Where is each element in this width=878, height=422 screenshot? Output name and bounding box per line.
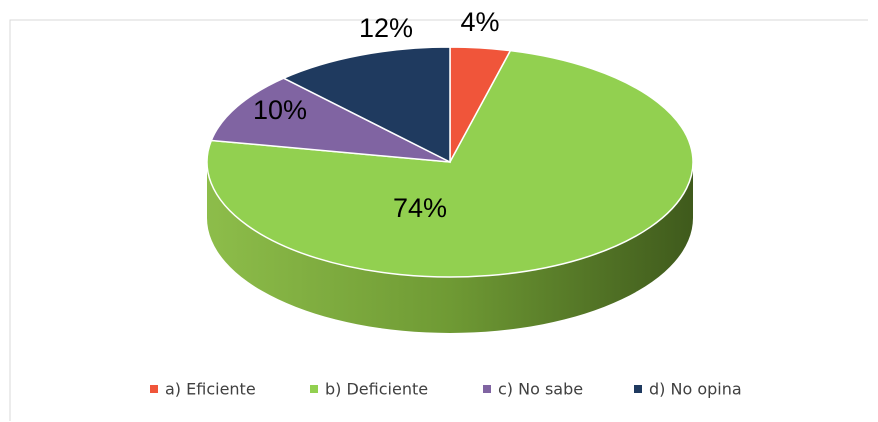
slice-side xyxy=(207,162,693,333)
data-label: 74% xyxy=(393,193,447,223)
legend-marker xyxy=(483,385,491,393)
legend-marker xyxy=(634,385,642,393)
slice xyxy=(210,77,451,163)
legend-label: c) No sabe xyxy=(498,380,583,399)
data-label: 10% xyxy=(253,95,307,125)
legend-marker xyxy=(310,385,318,393)
legend-label: b) Deficiente xyxy=(325,380,428,399)
legend-label: a) Eficiente xyxy=(165,380,256,399)
legend-marker xyxy=(150,385,158,393)
slice xyxy=(206,49,694,278)
chart-frame xyxy=(9,19,868,421)
data-label: 12% xyxy=(359,13,413,43)
slice xyxy=(281,46,451,164)
legend-label: d) No opina xyxy=(649,380,742,399)
legend: a) Eficiente b) Deficiente c) No sabe d) No… xyxy=(150,380,742,399)
data-label: 4% xyxy=(460,7,499,37)
pie: 4% 74% 10% 12% xyxy=(206,7,694,333)
